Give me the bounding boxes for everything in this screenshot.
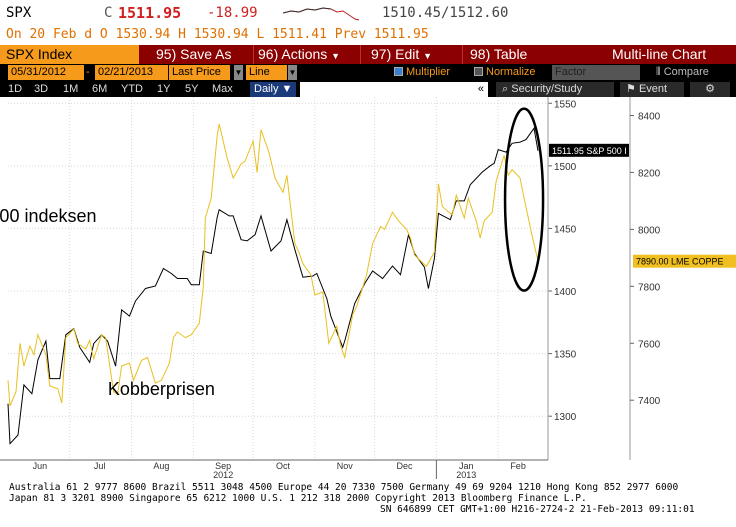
last-value-label-sp500: 1511.95 S&P 500 I bbox=[552, 146, 627, 156]
table-button[interactable]: 98) Table bbox=[470, 46, 528, 62]
factor-field[interactable]: Factor bbox=[552, 65, 640, 80]
right-axis-tick-label: 8000 bbox=[638, 225, 661, 236]
x-tick-label: Jul bbox=[94, 461, 106, 471]
start-date-field[interactable]: 05/31/2012 bbox=[8, 65, 84, 80]
year-label: 2012 bbox=[213, 470, 233, 480]
period-button-6m[interactable]: 6M bbox=[92, 83, 108, 95]
axis-panel bbox=[548, 97, 736, 460]
series-line-copper bbox=[7, 123, 539, 407]
sparkline bbox=[283, 7, 360, 21]
right-axis-tick-label: 7400 bbox=[638, 396, 661, 407]
c-label: C bbox=[104, 5, 113, 21]
save-as-button[interactable]: 95) Save As bbox=[156, 46, 232, 62]
ohlc-text: On 20 Feb d O 1530.94 H 1530.94 L 1511.4… bbox=[6, 27, 429, 42]
footer-contacts: Australia 61 2 9777 8600 Brazil 5511 304… bbox=[9, 482, 679, 493]
axes: 1300 1350 1400 1450 1500 1550 7400 7600 7800 8000… bbox=[0, 97, 661, 480]
last-value-tag-sp500 bbox=[549, 143, 629, 157]
period-bar: 1D 3D 1M 6M YTD 1Y 5Y Max Daily ▼ « ⌕ Security/… bbox=[0, 82, 736, 97]
highlight-ellipse bbox=[503, 107, 545, 292]
date-separator: - bbox=[86, 66, 90, 78]
period-button-ytd[interactable]: YTD bbox=[121, 83, 143, 95]
right-axis-tick-label: 8200 bbox=[638, 168, 661, 179]
magnifier-icon: ⌕ bbox=[502, 83, 509, 95]
annotation-copper: Kobberprisen bbox=[108, 379, 215, 399]
security-field[interactable]: SPX Index bbox=[0, 45, 139, 64]
chevron-down-icon: ▼ bbox=[423, 51, 433, 61]
settings-button[interactable]: ⚙ bbox=[690, 82, 730, 97]
plot-area bbox=[0, 97, 548, 460]
price-change: -18.99 bbox=[207, 5, 258, 21]
event-label: Event bbox=[638, 83, 668, 95]
period-button-1d[interactable]: 1D bbox=[8, 83, 23, 95]
security-study-button[interactable]: ⌕ Security/Study bbox=[496, 82, 614, 97]
x-tick-label: Nov bbox=[337, 461, 354, 471]
actions-menu[interactable]: 96) Actions ▼ bbox=[258, 45, 340, 64]
chevron-down-icon: ▼ bbox=[281, 83, 293, 95]
menu-bar: SPX Index 95) Save As 96) Actions ▼ 97) … bbox=[0, 45, 736, 64]
period-button-1y[interactable]: 1Y bbox=[157, 83, 171, 95]
multiplier-label: Multiplier bbox=[406, 66, 451, 78]
gear-icon: ⚙ bbox=[705, 83, 715, 95]
end-date-field[interactable]: 02/21/2013 bbox=[95, 65, 168, 80]
edit-menu[interactable]: 97) Edit ▼ bbox=[371, 45, 432, 64]
right-axis-tick-label: 7600 bbox=[638, 339, 661, 350]
flag-icon: ⚑ bbox=[626, 83, 636, 95]
labels-layer: 1511.95 S&P 500 I 7890.00 LME COPPE S&P-50… bbox=[0, 107, 736, 399]
footer-session: SN 646899 CET GMT+1:00 H216-2724-2 21-Fe… bbox=[380, 504, 695, 515]
x-tick-label: Feb bbox=[510, 461, 526, 471]
right-axis-tick-label: 7800 bbox=[638, 282, 661, 293]
ohlc-line: On 20 Feb d O 1530.94 H 1530.94 L 1511.4… bbox=[0, 24, 736, 45]
left-axis-tick-label: 1550 bbox=[554, 99, 577, 110]
grid bbox=[0, 97, 736, 460]
multiplier-checkbox[interactable] bbox=[394, 67, 403, 76]
left-axis-tick-label: 1450 bbox=[554, 224, 577, 235]
collapse-button[interactable]: « bbox=[300, 82, 488, 97]
period-button-5y[interactable]: 5Y bbox=[185, 83, 199, 95]
compare-label: Compare bbox=[663, 66, 709, 78]
x-tick-label: Jan bbox=[459, 461, 474, 471]
period-button-3d[interactable]: 3D bbox=[34, 83, 49, 95]
chart-controls: 05/31/2012 - 02/21/2013 Last Price ▼ Lin… bbox=[0, 64, 736, 82]
chevron-down-icon: ▼ bbox=[331, 51, 341, 61]
period-button-max[interactable]: Max bbox=[212, 83, 233, 95]
footer-contacts-2: Japan 81 3 3201 8900 Singapore 65 6212 1… bbox=[9, 493, 587, 504]
chevron-down-icon[interactable]: ▼ bbox=[288, 65, 297, 80]
x-tick-label: Jun bbox=[33, 461, 48, 471]
x-tick-label: Aug bbox=[153, 461, 169, 471]
footer: Australia 61 2 9777 8600 Brazil 5511 304… bbox=[0, 480, 736, 527]
x-tick-label: Oct bbox=[276, 461, 291, 471]
chart-title: Multi-line Chart bbox=[612, 46, 707, 62]
edit-label: 97) Edit bbox=[371, 46, 420, 62]
x-tick-label: Dec bbox=[396, 461, 413, 471]
line-type-select[interactable]: Line bbox=[246, 65, 287, 80]
last-value-label-copper: 7890.00 LME COPPE bbox=[636, 257, 724, 267]
period-button-1m[interactable]: 1M bbox=[63, 83, 79, 95]
quote-line: SPX C 1511.95 -18.99 1510.45/1512.60 bbox=[0, 0, 736, 24]
last-value-tag-copper bbox=[633, 254, 736, 268]
compare-toggle[interactable]: ⫴ Compare bbox=[656, 65, 709, 80]
year-label: 2013 bbox=[456, 470, 476, 480]
left-axis-tick-label: 1400 bbox=[554, 287, 577, 298]
security-study-label: Security/Study bbox=[511, 83, 583, 95]
last-price: 1511.95 bbox=[118, 4, 182, 22]
left-axis-tick-label: 1500 bbox=[554, 162, 577, 173]
frequency-label: Daily bbox=[254, 83, 279, 95]
normalize-checkbox[interactable] bbox=[474, 67, 483, 76]
right-axis-tick-label: 8400 bbox=[638, 112, 661, 123]
left-axis-tick-label: 1300 bbox=[554, 412, 577, 423]
x-tick-label: Sep bbox=[215, 461, 231, 471]
annotation-sp500: S&P-500 indeksen bbox=[0, 206, 97, 226]
frequency-select[interactable]: Daily ▼ bbox=[250, 82, 297, 97]
event-button[interactable]: ⚑ Event bbox=[620, 82, 684, 97]
bid-ask: 1510.45/1512.60 bbox=[382, 5, 509, 21]
compare-icon: ⫴ bbox=[656, 66, 661, 78]
multi-line-chart: 1300 1350 1400 1450 1500 1550 7400 7600 7800 8000… bbox=[0, 97, 736, 480]
normalize-label: Normalize bbox=[486, 66, 536, 78]
actions-label: 96) Actions bbox=[258, 46, 328, 62]
ticker: SPX bbox=[6, 5, 32, 21]
series-layer bbox=[7, 123, 539, 445]
chevron-down-icon[interactable]: ▼ bbox=[234, 65, 243, 80]
left-axis-tick-label: 1350 bbox=[554, 350, 577, 361]
price-field-select[interactable]: Last Price bbox=[169, 65, 230, 80]
